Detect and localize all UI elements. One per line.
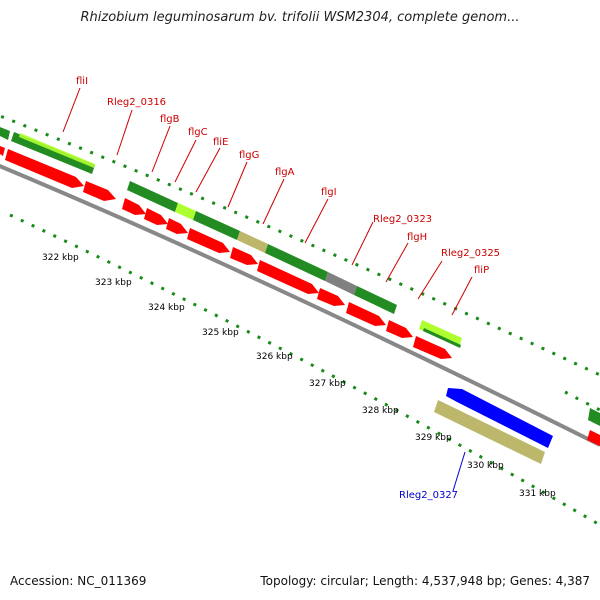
tick-label: 329 kbp [415, 433, 452, 443]
gene-label-flgC[interactable]: flgC [188, 127, 208, 138]
gene-label-Rleg2_0316[interactable]: Rleg2_0316 [107, 97, 166, 108]
cds-arrow[interactable] [122, 198, 146, 215]
gene-label-fliE[interactable]: fliE [213, 137, 228, 148]
gene-block-left[interactable] [0, 127, 10, 140]
gene-block-right[interactable] [588, 408, 600, 426]
cds-arrow[interactable] [587, 430, 600, 446]
tick-label: 322 kbp [42, 253, 79, 263]
scale-tick-labels: 322 kbp 323 kbp 324 kbp 325 kbp 326 kbp … [42, 253, 556, 499]
cds-arrow[interactable] [257, 260, 319, 294]
cds-arrow[interactable] [230, 247, 258, 265]
gene-label-fliP[interactable]: fliP [474, 265, 489, 276]
gene-label-flgA[interactable]: flgA [275, 167, 295, 178]
leader-line [151, 125, 171, 173]
gene-label-Rleg2_0325[interactable]: Rleg2_0325 [441, 248, 500, 259]
leader-line [227, 161, 248, 208]
gene-flgA[interactable] [265, 244, 328, 281]
tick-label: 325 kbp [202, 328, 239, 338]
tick-label: 323 kbp [95, 278, 132, 288]
gene-flgC[interactable] [175, 203, 196, 220]
leader-line-blue [452, 451, 466, 492]
cds-arrow[interactable] [5, 149, 84, 188]
gene-flgG[interactable] [237, 231, 268, 253]
gene-label-flgH[interactable]: flgH [407, 232, 427, 243]
outer-tick-ring [0, 114, 600, 377]
cds-arrow[interactable] [386, 320, 413, 338]
cds-arrow[interactable] [166, 218, 188, 234]
gene-label-flgB[interactable]: flgB [160, 114, 180, 125]
leader-line [304, 198, 329, 244]
cds-arrow[interactable] [83, 181, 116, 201]
gene-fliI[interactable] [11, 132, 95, 174]
gene-label-fliI[interactable]: fliI [76, 76, 88, 87]
tick-label: 330 kbp [467, 461, 504, 471]
gene-labels: fliI Rleg2_0316 flgB flgC fliE flgG flgA… [76, 76, 500, 501]
leader-line [195, 147, 221, 193]
tick-label: 328 kbp [362, 406, 399, 416]
leader-line [417, 260, 443, 300]
cds-arrow[interactable] [346, 302, 386, 326]
leader-line [262, 178, 285, 225]
outer-tick-ring-right [564, 390, 600, 412]
gene-flgI[interactable] [325, 272, 357, 295]
gene-fliE[interactable] [193, 211, 240, 240]
tick-label: 324 kbp [148, 303, 185, 313]
gene-label-flgG[interactable]: flgG [239, 150, 259, 161]
cds-arrow[interactable] [144, 208, 168, 225]
gene-flgH[interactable] [354, 286, 397, 314]
leader-line [385, 242, 409, 283]
genome-backbone [0, 164, 600, 447]
topology-text: Topology: circular; Length: 4,537,948 bp… [260, 574, 590, 588]
leader-line [451, 276, 473, 316]
gene-fliP-band [423, 328, 461, 348]
cds-blue-arrow[interactable] [446, 388, 553, 448]
leader-line [116, 109, 133, 156]
gene-Rleg2_0327[interactable] [434, 400, 545, 464]
gene-label-flgI[interactable]: flgI [321, 187, 337, 198]
map-title: Rhizobium leguminosarum bv. trifolii WSM… [80, 10, 520, 25]
tick-label: 326 kbp [256, 352, 293, 362]
gene-fliP[interactable] [419, 320, 462, 347]
tick-label: 327 kbp [309, 379, 346, 389]
cds-arrow[interactable] [413, 336, 452, 359]
forward-strand-features [0, 127, 600, 426]
cds-arrow[interactable] [187, 228, 230, 253]
cds-arrow[interactable] [0, 146, 5, 156]
label-leader-lines [62, 87, 473, 492]
leader-line [351, 221, 374, 266]
inner-tick-ring [9, 213, 600, 527]
tick-label: 331 kbp [519, 489, 556, 499]
leader-line [62, 87, 81, 133]
leader-line [174, 139, 197, 183]
gene-label-Rleg2_0327[interactable]: Rleg2_0327 [399, 490, 458, 501]
reverse-strand-features [0, 146, 600, 446]
cds-arrow[interactable] [317, 288, 345, 306]
accession-text: Accession: NC_011369 [10, 574, 147, 588]
gene-flgB[interactable] [127, 181, 178, 212]
gene-fliI-highlight [19, 133, 95, 168]
gene-label-Rleg2_0323[interactable]: Rleg2_0323 [373, 214, 432, 225]
